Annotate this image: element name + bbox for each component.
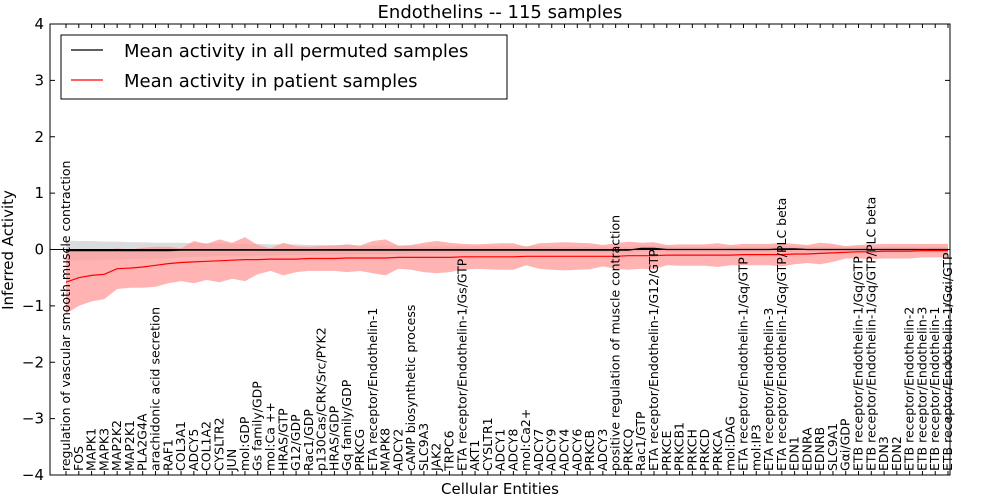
category-label: EDNRA <box>799 427 814 471</box>
category-label: mol:DAG <box>723 416 738 471</box>
category-label: TRPC6 <box>442 430 457 472</box>
category-label: ADCY9 <box>544 429 559 471</box>
category-label: cAMP biosynthetic process <box>403 305 418 471</box>
y-tick-label: 2 <box>34 128 44 146</box>
category-label: EDN1 <box>787 436 802 471</box>
category-label: Gq family/GDP <box>339 379 354 471</box>
category-label: COL3A1 <box>173 421 188 471</box>
category-label: JAK2 <box>429 443 444 472</box>
category-label: CYSLTR2 <box>211 417 226 471</box>
category-labels: regulation of vascular smooth muscle con… <box>58 24 955 475</box>
category-label: ADCY7 <box>531 429 546 471</box>
category-label: JUN <box>224 449 239 472</box>
category-label: ETA receptor/Endothelin-1/Gs/GTP <box>454 258 469 471</box>
category-label: ETB receptor/Endothelin-2 <box>902 307 917 471</box>
category-label: PRKCA <box>710 430 725 471</box>
category-label: ETB receptor/Endothelin-1/Gq/GTP <box>851 256 866 471</box>
category-label: ETA receptor/Endothelin-1/G12/GTP <box>646 249 661 471</box>
category-label: CYSLTR1 <box>480 417 495 471</box>
category-label: EDN3 <box>876 436 891 471</box>
category-label: MAPK3 <box>96 428 111 471</box>
category-label: FOS <box>71 446 86 471</box>
category-label: ETA receptor/Endothelin-1/Gq/GTP <box>736 257 751 471</box>
category-label: AKT1 <box>467 440 482 471</box>
category-label: mol:Ca ++ <box>263 402 278 471</box>
chart-title: Endothelins -- 115 samples <box>378 2 623 23</box>
category-label: ADCY2 <box>390 429 405 471</box>
category-label: MAPK8 <box>378 428 393 471</box>
patient-range-band <box>66 237 948 314</box>
category-label: arachidonic acid secretion <box>148 307 163 471</box>
legend-permuted-label: Mean activity in all permuted samples <box>124 41 468 62</box>
legend: Mean activity in all permuted samples Me… <box>60 34 508 100</box>
y-axis-ticks: −4 −3 −2 −1 0 1 2 3 4 <box>22 15 950 484</box>
y-tick-label: 1 <box>34 184 44 202</box>
legend-patient-label: Mean activity in patient samples <box>124 71 418 92</box>
y-tick-label: −1 <box>22 297 44 315</box>
category-label: mol:IP3 <box>748 424 763 471</box>
x-axis-label: Cellular Entities <box>441 480 559 498</box>
category-label: MAPK1 <box>84 428 99 471</box>
category-label: ADCY5 <box>186 429 201 471</box>
category-label: ADCY3 <box>595 429 610 471</box>
category-label: G12/GDP <box>288 414 303 471</box>
y-tick-label: −2 <box>22 353 44 371</box>
category-label: regulation of vascular smooth muscle con… <box>58 161 73 471</box>
y-tick-label: 4 <box>34 15 44 33</box>
category-label: Rac1/GTP <box>633 411 648 471</box>
category-label: PRKCG <box>352 429 367 471</box>
category-label: RAF1 <box>160 439 175 471</box>
category-label: ETA receptor/Endothelin-3 <box>761 308 776 471</box>
series-lines <box>65 247 948 283</box>
category-label: mol:Ca2+ <box>518 409 533 471</box>
y-axis-label: Inferred Activity <box>0 190 17 310</box>
category-label: PRKCB <box>582 430 597 471</box>
y-tick-label: −4 <box>22 466 44 484</box>
legend-box <box>60 34 508 100</box>
y-tick-label: −3 <box>22 410 44 428</box>
category-label: EDN2 <box>889 436 904 471</box>
category-label: ADCY8 <box>505 429 520 471</box>
category-label: PRKCE <box>659 431 674 471</box>
category-label: PRKCD <box>697 429 712 471</box>
category-label: HRAS/GTP <box>275 408 290 471</box>
category-label: MAP2K2 <box>109 420 124 471</box>
category-label: mol:GDP <box>237 416 252 471</box>
category-label: ADCY6 <box>569 429 584 471</box>
category-label: ETA receptor/Endothelin-1 <box>365 308 380 471</box>
category-label: ETB receptor/Endothelin-3 <box>914 307 929 471</box>
category-label: SLC9A3 <box>416 423 431 471</box>
category-label: EDNRB <box>812 427 827 471</box>
category-label: PRKCH <box>684 429 699 471</box>
category-label: ETB receptor/Endothelin-1/Gq/GTP/PLC bet… <box>863 197 878 471</box>
category-label: ADCY1 <box>493 429 508 471</box>
category-label: Gαi/GDP <box>838 418 853 471</box>
category-label: HRAS/GDP <box>326 405 341 471</box>
patient-mean-line <box>65 250 948 283</box>
y-tick-label: 0 <box>34 241 44 259</box>
category-label: positive regulation of muscle contractio… <box>608 215 623 471</box>
category-label: SLC9A1 <box>825 423 840 471</box>
category-label: ETA receptor/Endothelin-1/Gq/GTP/PLC bet… <box>774 198 789 471</box>
permuted-mean-line <box>66 247 948 252</box>
category-label: PLA2G4A <box>135 413 150 471</box>
category-label: MAP2K1 <box>122 420 137 471</box>
activity-bands <box>66 237 948 314</box>
category-label: p130Cas/CRK/Src/PYK2 <box>314 327 329 471</box>
category-label: ETB receptor/Endothelin-1 <box>927 307 942 471</box>
category-label: ADCY4 <box>557 429 572 471</box>
category-label: Rac1/GDP <box>301 409 316 471</box>
category-label: Gs family/GDP <box>250 381 265 471</box>
category-label: PRKCQ <box>620 429 635 471</box>
category-label: PRKCB1 <box>672 422 687 471</box>
y-tick-label: 3 <box>34 71 44 89</box>
category-label: ETB receptor/Endothelin-1/Gαi/GTP <box>940 252 955 471</box>
category-label: COL1A2 <box>199 421 214 471</box>
